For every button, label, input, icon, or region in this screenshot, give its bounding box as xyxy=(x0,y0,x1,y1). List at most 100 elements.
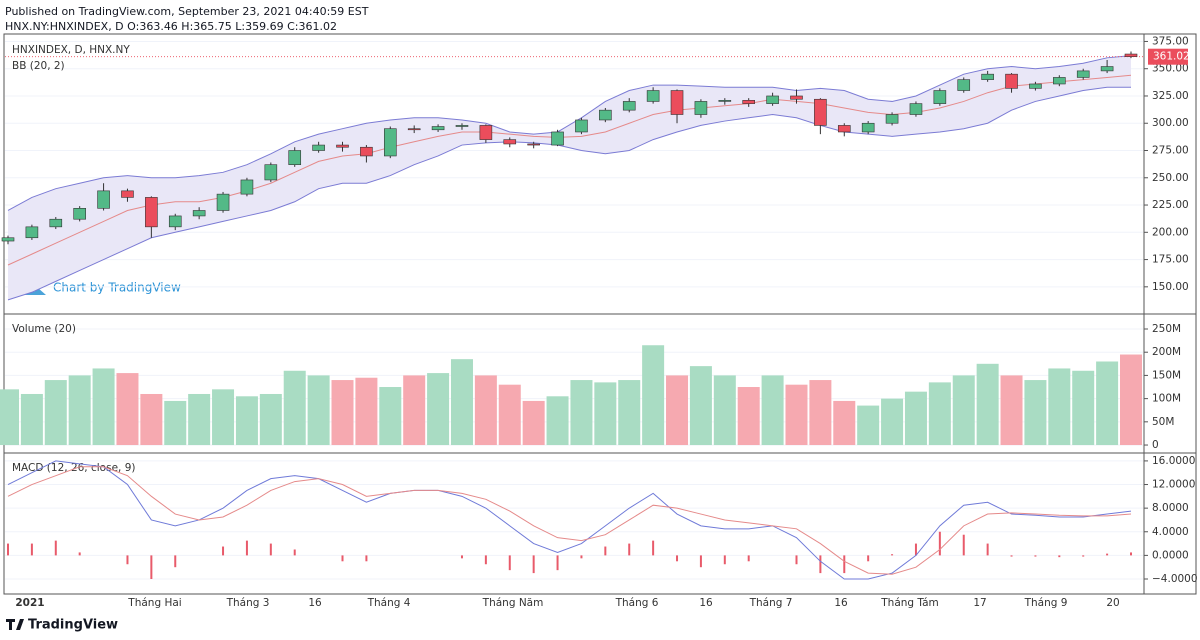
volume-bar xyxy=(881,398,904,446)
candle-body xyxy=(216,193,230,211)
volume-bar xyxy=(427,373,450,446)
candle-body xyxy=(957,79,971,91)
candle-body xyxy=(431,126,445,131)
volume-bar xyxy=(546,396,569,446)
volume-bar xyxy=(1072,370,1095,446)
x-tick-label: 17 xyxy=(973,597,986,609)
candle-body xyxy=(312,144,325,151)
volume-bar xyxy=(1000,375,1023,446)
candle-body xyxy=(49,218,63,228)
x-tick-label: Tháng 4 xyxy=(367,597,411,609)
candle-body xyxy=(479,125,493,140)
candle-body xyxy=(694,101,708,115)
last-price-box xyxy=(1148,48,1188,65)
volume-bar xyxy=(140,393,163,446)
volume-bar xyxy=(1048,368,1071,446)
candle-body xyxy=(933,90,947,104)
candle-body xyxy=(718,100,732,102)
x-tick-label: Tháng 6 xyxy=(615,597,659,609)
x-tick-label: Tháng Năm xyxy=(482,597,544,609)
y-tick-label: 250M xyxy=(1152,323,1181,335)
volume-bar xyxy=(44,380,67,446)
candle-body xyxy=(1100,66,1114,72)
candle-body xyxy=(97,190,110,209)
signal-line xyxy=(7,466,1132,575)
candle-body xyxy=(455,125,469,127)
bb-middle xyxy=(7,74,1132,266)
y-tick-label: 350.00 xyxy=(1152,63,1189,75)
volume-bar xyxy=(331,380,354,446)
candle-body xyxy=(599,109,612,121)
y-tick-label: 50M xyxy=(1152,416,1174,428)
candle-body xyxy=(670,90,684,115)
volume-bar xyxy=(235,396,258,446)
x-tick-label: 2021 xyxy=(15,597,44,609)
volume-bar xyxy=(283,370,306,446)
volume-bar xyxy=(0,389,19,446)
candle-body xyxy=(336,144,349,148)
volume-bar xyxy=(116,373,139,446)
y-tick-label: 300.00 xyxy=(1152,117,1189,129)
volume-bar xyxy=(212,389,235,446)
bb-lower xyxy=(7,86,1131,301)
logo-icon xyxy=(6,619,24,630)
candle-body xyxy=(264,164,278,181)
candle-body xyxy=(1005,73,1018,89)
y-tick-label: 275.00 xyxy=(1152,145,1189,157)
candle-body xyxy=(288,150,302,165)
volume-bar xyxy=(1024,380,1047,446)
pane-title: HNXINDEX, D, HNX.NY xyxy=(12,44,130,56)
candle-body xyxy=(503,139,517,145)
y-tick-label: −4.0000 xyxy=(1152,573,1198,585)
pane-subtitle: BB (20, 2) xyxy=(12,60,65,72)
pane-title: MACD (12, 26, close, 9) xyxy=(12,462,135,474)
watermark-text: Chart by TradingView xyxy=(53,281,181,295)
candle-body xyxy=(25,226,39,239)
candle-body xyxy=(1029,83,1042,89)
candle-body xyxy=(837,125,851,133)
candle-body xyxy=(121,190,134,198)
y-tick-label: 200.00 xyxy=(1152,226,1189,238)
x-tick-label: Tháng 3 xyxy=(226,597,270,609)
last-price-label: 361.02 xyxy=(1153,51,1190,63)
volume-bar xyxy=(928,382,951,446)
volume-bar xyxy=(904,391,927,446)
y-tick-label: 4.0000 xyxy=(1152,526,1189,538)
pane: 0 50M 100M 150M 200M 250M Volume (20) xyxy=(0,323,1181,451)
x-tick-label: Tháng 7 xyxy=(749,597,793,609)
candle-body xyxy=(527,143,540,146)
candle-body xyxy=(766,95,779,104)
y-tick-label: 8.0000 xyxy=(1152,502,1189,514)
volume-bar xyxy=(379,387,402,446)
volume-bar xyxy=(976,363,999,446)
candle-body xyxy=(407,128,421,131)
x-tick-label: Tháng Hai xyxy=(127,597,181,609)
volume-bar xyxy=(594,382,617,446)
pane: −4.0000 0.0000 4.0000 8.0000 12.0000 16.0000 M… xyxy=(5,455,1198,585)
band-fill xyxy=(8,55,1131,300)
candle-body xyxy=(790,95,803,100)
pane: 150.00 175.00 200.00 225.00 250.00 275.00 300.… xyxy=(1,35,1190,301)
volume-bar xyxy=(570,380,593,446)
volume-bar xyxy=(737,387,760,446)
candle-body xyxy=(192,210,206,217)
candle-body xyxy=(1053,77,1066,85)
volume-bar xyxy=(1120,354,1142,446)
y-tick-label: 150M xyxy=(1152,369,1181,381)
candle-body xyxy=(145,197,158,228)
volume-bar xyxy=(689,366,712,446)
candle-body xyxy=(1076,70,1090,78)
candle-body xyxy=(240,179,254,195)
candle-body xyxy=(360,146,373,157)
volume-bar xyxy=(68,375,91,446)
candle-body xyxy=(814,98,827,126)
candle-body xyxy=(885,114,899,124)
candle-body xyxy=(981,73,994,80)
y-tick-label: 0.0000 xyxy=(1152,549,1189,561)
candle-body xyxy=(646,90,660,102)
y-tick-label: 200M xyxy=(1152,346,1181,358)
volume-bar xyxy=(618,380,641,446)
y-tick-label: 100M xyxy=(1152,393,1181,405)
volume-bar xyxy=(666,375,689,446)
y-tick-label: 375.00 xyxy=(1152,35,1189,47)
